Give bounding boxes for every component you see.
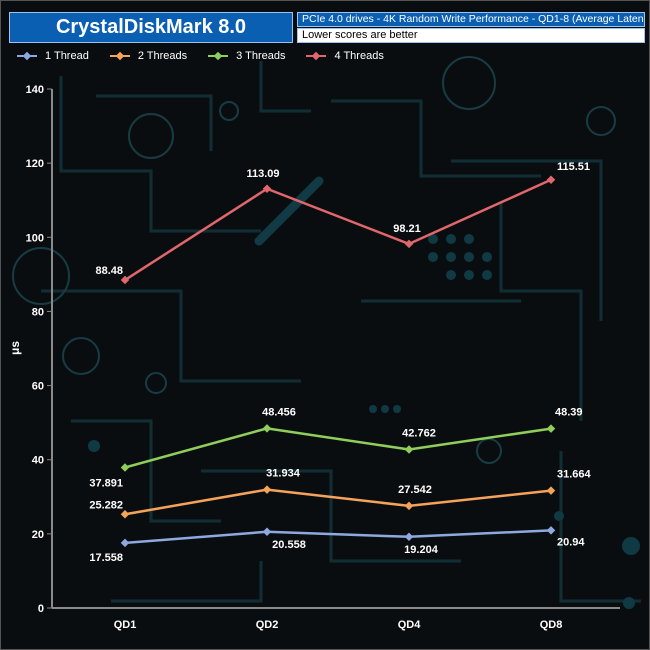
data-point xyxy=(262,527,272,537)
legend-swatch-marker xyxy=(312,51,321,61)
data-label: 20.94 xyxy=(557,536,585,548)
data-label: 17.558 xyxy=(89,552,123,564)
legend-swatch-marker xyxy=(22,51,32,61)
data-point xyxy=(120,538,130,548)
legend-swatch xyxy=(306,51,327,61)
data-label: 88.48 xyxy=(95,265,123,277)
legend-item: 2 Threads xyxy=(109,50,188,62)
y-tick-label: 60 xyxy=(32,381,44,393)
legend-label: 3 Threads xyxy=(236,50,286,62)
data-point xyxy=(546,175,556,185)
chart-title: CrystalDiskMark 8.0 xyxy=(9,12,293,43)
data-point xyxy=(404,445,414,454)
data-point xyxy=(404,239,414,249)
series-line xyxy=(124,178,552,282)
data-point xyxy=(404,501,414,511)
data-label: 37.891 xyxy=(89,478,123,490)
y-tick-label: 20 xyxy=(32,529,44,541)
legend-item: 4 Threads xyxy=(306,50,384,62)
x-tick-label: QD8 xyxy=(540,619,563,631)
y-tick-label: 0 xyxy=(38,603,44,615)
y-tick-label: 100 xyxy=(26,232,44,244)
data-label: 113.09 xyxy=(246,168,279,180)
legend-swatch xyxy=(208,51,229,61)
data-point xyxy=(120,275,130,285)
data-point xyxy=(262,424,272,433)
data-point xyxy=(120,510,130,519)
legend-item: 1 Thread xyxy=(17,50,89,62)
chart-note: Lower scores are better xyxy=(297,28,645,43)
data-point xyxy=(546,486,556,495)
legend-swatch xyxy=(109,51,130,61)
legend-swatch xyxy=(17,51,37,61)
x-tick-label: QD1 xyxy=(114,619,137,631)
y-tick-label: 120 xyxy=(26,158,44,170)
legend-item: 3 Threads xyxy=(208,50,285,62)
data-label: 31.664 xyxy=(557,469,592,481)
x-tick-label: QD2 xyxy=(256,619,279,631)
chart-subtitle: PCIe 4.0 drives - 4K Random Write Perfor… xyxy=(297,12,645,27)
series-line xyxy=(124,488,552,516)
data-label: 48.39 xyxy=(555,407,583,419)
y-tick-label: 40 xyxy=(32,455,44,467)
series-line xyxy=(124,529,552,545)
data-label: 31.934 xyxy=(266,468,301,480)
data-point xyxy=(546,526,556,535)
data-point xyxy=(546,424,556,433)
data-point xyxy=(404,532,414,542)
data-label: 48.456 xyxy=(262,406,296,418)
x-tick-label: QD4 xyxy=(398,619,422,631)
data-point xyxy=(120,463,130,472)
legend-label: 2 Threads xyxy=(137,50,188,62)
data-point xyxy=(262,485,272,494)
legend: 1 Thread 2 Threads 3 Threads 4 Threads xyxy=(17,50,405,62)
legend-label: 4 Threads xyxy=(334,50,384,62)
data-label: 25.282 xyxy=(89,499,123,511)
y-tick-label: 80 xyxy=(32,306,44,318)
series-line xyxy=(124,427,552,469)
data-label: 115.51 xyxy=(557,161,590,173)
data-point xyxy=(262,184,272,194)
legend-label: 1 Thread xyxy=(45,50,89,62)
y-tick-label: 140 xyxy=(26,84,44,96)
data-label: 42.762 xyxy=(402,427,436,439)
data-label: 20.558 xyxy=(272,539,306,551)
data-label: 27.542 xyxy=(398,484,432,496)
data-label: 19.204 xyxy=(404,544,439,556)
data-label: 98.21 xyxy=(393,223,421,235)
y-axis-label: μs xyxy=(8,341,22,355)
